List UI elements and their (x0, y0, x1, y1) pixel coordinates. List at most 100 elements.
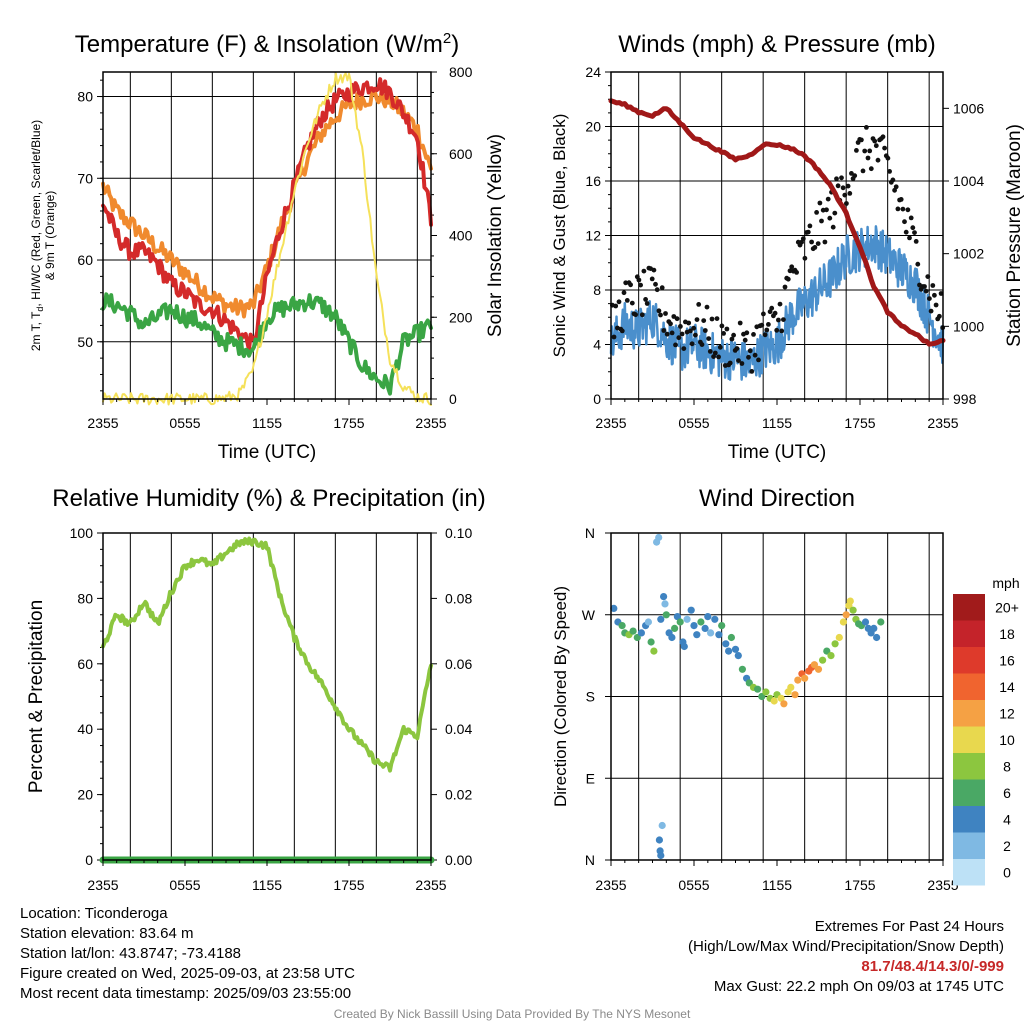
y-tick-label: 20 (77, 787, 93, 803)
gust-point (928, 308, 934, 314)
gust-point (769, 305, 775, 311)
gust-point (927, 296, 932, 301)
gust-point (903, 229, 909, 235)
gust-point (653, 281, 658, 287)
x-tick-label: 2355 (415, 415, 446, 431)
max-gust-text: Max Gust: 22.2 mph On 09/03 at 1745 UTC (713, 978, 1004, 995)
gust-point (664, 331, 670, 337)
y-tick-label: 100 (70, 525, 94, 541)
gust-point (619, 328, 625, 334)
gust-point (711, 354, 716, 359)
x-tick-label: 1755 (333, 415, 364, 431)
gust-point (696, 302, 702, 307)
series-line (101, 88, 433, 319)
y-tick-label: 8 (593, 282, 601, 298)
gust-point (865, 155, 871, 161)
gust-point (922, 284, 927, 289)
gust-point (676, 335, 682, 341)
direction-point (777, 694, 785, 702)
gust-point (611, 334, 617, 340)
gust-point (895, 206, 901, 212)
direction-point (668, 633, 676, 642)
colorbar-label: 6 (1003, 785, 1011, 801)
y-tick-label: 70 (77, 170, 93, 186)
gust-point (616, 299, 622, 305)
direction-point (629, 627, 637, 635)
direction-point (701, 624, 709, 633)
pressure-line (608, 98, 946, 347)
y2-axis-label: Solar Insolation (Yellow) (485, 134, 506, 337)
colorbar-box (953, 753, 985, 780)
direction-point (831, 640, 839, 648)
gust-point (663, 311, 668, 316)
gust-point (844, 201, 849, 206)
latlon-text: Station lat/lon: 43.8747; -73.4188 (20, 945, 242, 962)
direction-point (794, 676, 802, 684)
direction-point (801, 674, 809, 682)
location-text: Location: Ticonderoga (20, 905, 168, 922)
series-line (101, 77, 433, 353)
colorbar-box (953, 594, 985, 621)
gust-point (719, 323, 725, 329)
gust-point (656, 308, 662, 314)
colorbar-label: 8 (1003, 758, 1011, 774)
direction-point (657, 851, 665, 860)
colorbar-label: 14 (999, 679, 1015, 695)
direction-point (690, 622, 698, 630)
direction-point (662, 611, 670, 619)
y-tick-label: N (585, 852, 595, 868)
y-axis-label-line2: & 9m T (Orange) (43, 191, 57, 281)
y-tick-label: S (586, 689, 595, 705)
x-tick-label: 0555 (678, 415, 709, 431)
x-tick-label: 1155 (762, 877, 792, 893)
direction-point (842, 611, 850, 619)
gust-point (727, 360, 733, 366)
y-tick-label: 80 (77, 590, 93, 606)
extremes-title: Extremes For Past 24 Hours (814, 918, 1004, 935)
created-text: Figure created on Wed, 2025-09-03, at 23… (20, 965, 355, 982)
x-tick-label: 0555 (169, 877, 200, 893)
gust-point (749, 369, 755, 374)
gust-point (873, 143, 879, 149)
y2-tick-label: 0.10 (445, 525, 472, 541)
x-tick-label: 1755 (844, 415, 875, 431)
colorbar-box (953, 620, 985, 647)
gust-point (693, 332, 698, 338)
extremes-values: 81.7/48.4/14.3/0/-999 (861, 958, 1004, 975)
gust-point (782, 284, 788, 290)
gust-point (742, 337, 748, 343)
colorbar-box (953, 779, 985, 806)
extremes-subtitle: (High/Low/Max Wind/Precipitation/Snow De… (688, 938, 1004, 955)
direction-point (661, 600, 669, 608)
gust-point (628, 282, 633, 288)
gust-point (847, 191, 853, 196)
direction-point (762, 688, 770, 696)
colorbar-box (953, 832, 985, 859)
timestamp-text: Most recent data timestamp: 2025/09/03 2… (20, 985, 352, 1002)
x-tick-label: 2355 (87, 877, 118, 893)
direction-point (745, 679, 753, 687)
y-tick-label: 60 (77, 656, 93, 672)
y2-axis-label-text: Solar Insolation (Yellow) (485, 134, 506, 337)
gust-point (774, 327, 780, 333)
y-tick-label: N (585, 525, 595, 541)
gust-point (867, 148, 873, 154)
gust-point (761, 311, 766, 317)
x-tick-label: 2355 (927, 415, 958, 431)
gust-point (835, 183, 841, 189)
gust-point (712, 350, 718, 356)
direction-point (870, 624, 878, 633)
direction-point (846, 597, 854, 605)
gust-point (736, 358, 741, 363)
direction-point (718, 622, 726, 630)
gust-point (933, 302, 939, 308)
winds-title: Winds (mph) & Pressure (mb) (618, 31, 935, 58)
gust-point (643, 297, 648, 302)
direction-point (633, 633, 641, 642)
gust-point (644, 301, 650, 306)
direction-point (704, 613, 712, 621)
gust-point (908, 215, 914, 221)
colorbar-label: 4 (1003, 811, 1011, 827)
colorbar-box (953, 673, 985, 700)
